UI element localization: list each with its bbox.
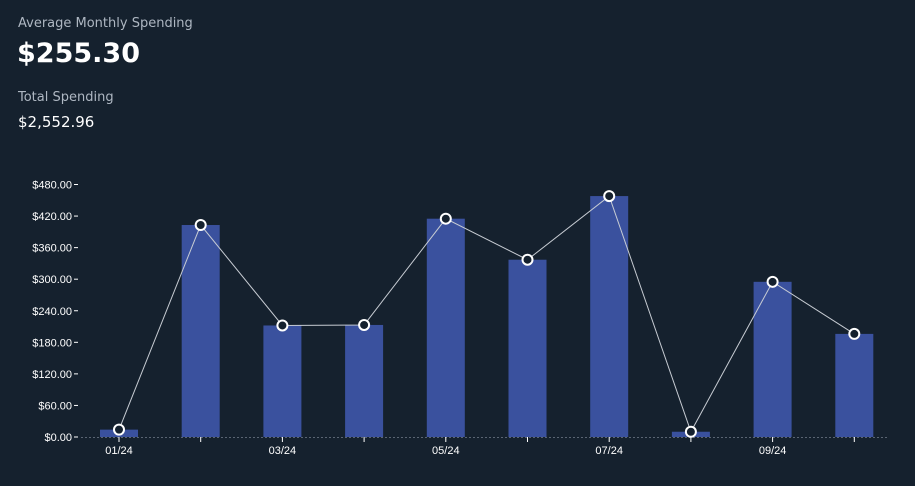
bar xyxy=(753,281,792,437)
bar xyxy=(181,225,220,437)
data-point[interactable] xyxy=(521,253,534,266)
y-tick-label: $60.00 xyxy=(38,400,72,412)
y-tick-label: $180.00 xyxy=(32,337,72,349)
y-tick-label: $360.00 xyxy=(32,243,72,255)
bar xyxy=(263,325,302,437)
y-tick-label: $480.00 xyxy=(32,180,72,192)
data-point[interactable] xyxy=(113,423,125,436)
x-tick-label: 09/24 xyxy=(759,445,787,457)
total-spending-label: Total Spending xyxy=(18,90,114,105)
bar xyxy=(426,218,465,437)
data-point[interactable] xyxy=(194,219,207,232)
bar xyxy=(590,196,629,437)
bar xyxy=(345,324,384,437)
x-tick-label: 05/24 xyxy=(432,445,460,457)
y-tick-label: $120.00 xyxy=(32,369,72,381)
average-spending-label: Average Monthly Spending xyxy=(18,16,193,31)
bar xyxy=(508,259,547,437)
y-axis: $0.00 $60.00 $120.00 $180.00 $240.00 $300.00 $… xyxy=(32,180,78,444)
data-point[interactable] xyxy=(684,425,697,438)
line-series xyxy=(118,195,855,433)
line-markers xyxy=(113,190,861,438)
data-point[interactable] xyxy=(358,318,371,331)
x-tick-label: 03/24 xyxy=(269,445,297,457)
bar xyxy=(835,333,874,437)
bar-series xyxy=(100,196,874,437)
data-point[interactable] xyxy=(439,212,452,225)
x-tick-label: 07/24 xyxy=(595,445,623,457)
data-point[interactable] xyxy=(603,190,616,203)
data-point[interactable] xyxy=(766,275,779,288)
data-point[interactable] xyxy=(848,327,861,340)
total-spending-value: $2,552.96 xyxy=(18,113,95,131)
y-tick-label: $240.00 xyxy=(32,306,72,318)
data-point[interactable] xyxy=(276,319,289,332)
y-tick-label: $420.00 xyxy=(32,211,72,223)
x-axis: 01/24 03/24 05/24 07/24 09/24 xyxy=(81,437,889,457)
average-spending-value: $255.30 xyxy=(17,38,140,69)
y-tick-label: $0.00 xyxy=(44,432,72,444)
y-tick-label: $300.00 xyxy=(32,274,72,286)
trend-line xyxy=(118,195,855,433)
x-tick-label: 01/24 xyxy=(105,445,133,457)
